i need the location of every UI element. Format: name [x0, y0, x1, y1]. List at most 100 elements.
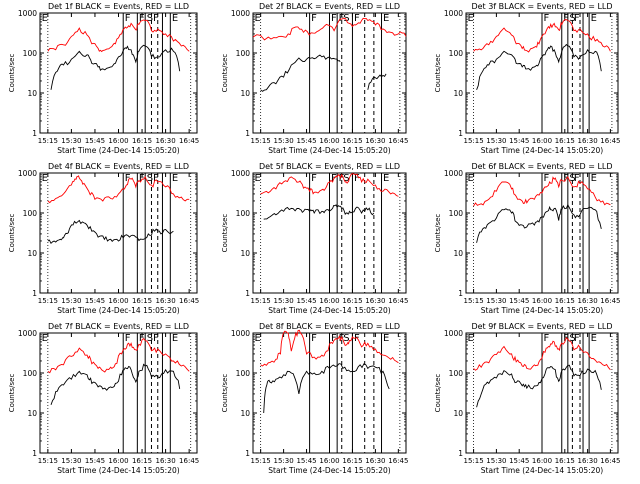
x-tick-label: 16:45 [388, 297, 408, 305]
series-events-line [263, 363, 390, 414]
x-tick-label: 16:30 [365, 457, 385, 465]
x-tick-label: 16:00 [532, 457, 552, 465]
x-tick-label: 15:30 [61, 297, 81, 305]
panel-det-6: Det 6f BLACK = Events, RED = LLD 1 10 100 10… [434, 162, 620, 315]
x-axis-label: Start Time (24-Dec-14 15:05:20) [268, 146, 390, 155]
y-tick-label: 100 [449, 209, 464, 218]
interval-marker-label: F [311, 13, 317, 24]
plot-frame [39, 12, 198, 134]
x-axis-label: Start Time (24-Dec-14 15:05:20) [57, 306, 179, 315]
series-events-line [367, 73, 387, 90]
series-lld-line [260, 173, 399, 197]
x-tick-label: 15:45 [509, 297, 529, 305]
x-tick-label: 16:30 [156, 457, 176, 465]
interval-marker-label: E [42, 173, 48, 184]
y-tick-label: 100 [23, 49, 38, 58]
interval-marker-label: F [331, 13, 337, 24]
interval-marker-label: S [569, 333, 575, 344]
y-tick-label: 1000 [444, 169, 463, 178]
x-tick-label: 16:30 [578, 457, 598, 465]
x-axis-label: Start Time (24-Dec-14 15:05:20) [481, 146, 603, 155]
y-axis-label: Counts/sec [221, 374, 229, 413]
y-tick-label: 10 [453, 409, 463, 418]
panel-title: Det 9f BLACK = Events, RED = LLD [471, 322, 612, 331]
interval-marker-label: E [42, 13, 48, 24]
y-tick-label: 1 [458, 129, 463, 138]
interval-marker-label: E [591, 13, 597, 24]
interval-marker-label: F [544, 173, 550, 184]
x-tick-label: 15:15 [464, 457, 484, 465]
y-tick-label: 100 [449, 49, 464, 58]
interval-marker-label: F [331, 333, 337, 344]
series-events-line [476, 203, 602, 243]
interval-marker-label: F [574, 173, 580, 184]
panel-det-8: Det 8f BLACK = Events, RED = LLD 1 10 100 10… [221, 322, 408, 475]
x-tick-label: 16:15 [555, 137, 575, 145]
y-tick-label: 100 [236, 49, 251, 58]
interval-marker-label: F [354, 173, 360, 184]
interval-marker-label: F [153, 13, 159, 24]
y-axis-label: Counts/sec [8, 214, 16, 253]
x-axis-label: Start Time (24-Dec-14 15:05:20) [268, 466, 390, 475]
interval-marker-label: E [468, 173, 474, 184]
x-tick-label: 16:30 [365, 137, 385, 145]
interval-marker-label: S [147, 13, 153, 24]
x-tick-label: 15:45 [296, 297, 316, 305]
x-tick-label: 16:00 [532, 297, 552, 305]
series-events-line [476, 364, 602, 408]
y-tick-label: 1 [245, 289, 250, 298]
x-tick-label: 15:15 [38, 457, 58, 465]
x-tick-label: 16:15 [342, 137, 362, 145]
interval-marker-label: S [343, 333, 349, 344]
series-events-line [260, 54, 341, 92]
x-tick-label: 16:00 [319, 297, 339, 305]
interval-marker-label: F [125, 13, 131, 24]
y-tick-label: 10 [240, 249, 250, 258]
panel-title: Det 5f BLACK = Events, RED = LLD [259, 162, 400, 171]
panel-title: Det 6f BLACK = Events, RED = LLD [471, 162, 612, 171]
y-tick-label: 1 [32, 449, 37, 458]
x-tick-label: 15:30 [274, 297, 294, 305]
series-events-line [50, 44, 181, 90]
x-tick-label: 15:45 [85, 297, 105, 305]
interval-marker-label: E [255, 13, 261, 24]
series-lld-line [473, 337, 611, 371]
panel-det-1: Det 1f BLACK = Events, RED = LLD 1 10 100 10… [8, 2, 199, 155]
y-axis-label: Counts/sec [221, 54, 229, 93]
x-axis-label: Start Time (24-Dec-14 15:05:20) [57, 146, 179, 155]
x-tick-label: 16:15 [132, 137, 152, 145]
series-events-line [263, 204, 375, 220]
x-tick-label: 16:15 [555, 457, 575, 465]
x-axis-label: Start Time (24-Dec-14 15:05:20) [481, 306, 603, 315]
x-tick-label: 15:45 [509, 457, 529, 465]
y-tick-label: 1000 [231, 169, 250, 178]
panel-title: Det 2f BLACK = Events, RED = LLD [259, 2, 400, 11]
x-tick-label: 16:45 [600, 137, 620, 145]
interval-marker-label: F [139, 173, 145, 184]
interval-marker-label: E [255, 173, 261, 184]
x-tick-label: 16:00 [319, 457, 339, 465]
panel-title: Det 8f BLACK = Events, RED = LLD [259, 322, 400, 331]
x-tick-label: 16:00 [108, 457, 128, 465]
series-lld-line [473, 176, 611, 207]
interval-marker-label: S [343, 13, 349, 24]
interval-marker-label: E [383, 333, 389, 344]
x-tick-label: 16:30 [578, 137, 598, 145]
y-tick-label: 10 [453, 249, 463, 258]
y-axis-label: Counts/sec [221, 214, 229, 253]
x-axis-label: Start Time (24-Dec-14 15:05:20) [268, 306, 390, 315]
x-tick-label: 16:15 [342, 457, 362, 465]
panel-title: Det 1f BLACK = Events, RED = LLD [48, 2, 189, 11]
series-lld-line [47, 338, 190, 374]
panel-det-5: Det 5f BLACK = Events, RED = LLD 1 10 100 10… [221, 162, 408, 315]
interval-marker-label: E [255, 333, 261, 344]
x-tick-label: 15:30 [61, 137, 81, 145]
x-tick-label: 15:15 [464, 137, 484, 145]
x-tick-label: 15:30 [486, 137, 506, 145]
y-tick-label: 10 [453, 89, 463, 98]
x-tick-label: 16:00 [108, 137, 128, 145]
x-tick-label: 15:15 [38, 137, 58, 145]
interval-marker-label: F [139, 333, 145, 344]
x-tick-label: 15:30 [486, 297, 506, 305]
